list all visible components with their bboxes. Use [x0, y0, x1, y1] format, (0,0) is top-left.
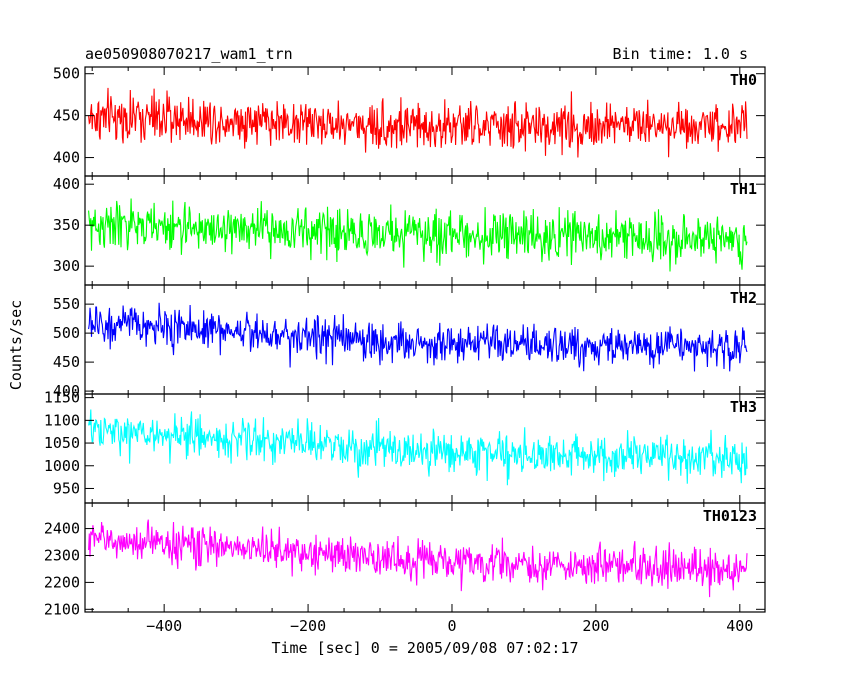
y-tick-label: 950	[53, 479, 80, 497]
x-axis-label: Time [sec] 0 = 2005/09/08 07:02:17	[271, 639, 579, 657]
series-line-th2	[88, 302, 748, 372]
x-tick-label: −400	[146, 617, 182, 635]
y-axis-label: Counts/sec	[7, 299, 25, 391]
y-tick-label: 300	[53, 257, 80, 275]
series-line-th0	[88, 87, 748, 158]
y-tick-label: 400	[53, 149, 80, 167]
y-tick-label: 2300	[44, 546, 80, 564]
panel-label-th0: TH0	[730, 71, 757, 89]
y-tick-label: 450	[53, 107, 80, 125]
series-line-th0123	[88, 519, 748, 598]
y-tick-label: 1000	[44, 457, 80, 475]
y-tick-label: 550	[53, 295, 80, 313]
panel-label-th2: TH2	[730, 289, 757, 307]
x-tick-label: 400	[726, 617, 753, 635]
bin-time-label: Bin time: 1.0 s	[612, 45, 748, 63]
y-tick-label: 1150	[44, 389, 80, 407]
x-tick-label: −200	[290, 617, 326, 635]
series-line-th1	[88, 198, 748, 272]
panel-label-th0123: TH0123	[703, 507, 757, 525]
y-tick-label: 2400	[44, 520, 80, 538]
y-tick-label: 500	[53, 65, 80, 83]
panel-label-th3: TH3	[730, 398, 757, 416]
y-tick-label: 2200	[44, 573, 80, 591]
plot-title: ae050908070217_wam1_trn	[85, 45, 293, 63]
y-tick-label: 350	[53, 216, 80, 234]
y-tick-label: 450	[53, 353, 80, 371]
y-tick-label: 400	[53, 175, 80, 193]
y-tick-label: 2100	[44, 600, 80, 618]
y-tick-label: 1050	[44, 434, 80, 452]
y-tick-label: 1100	[44, 411, 80, 429]
panel-frame-th0123	[84, 502, 766, 613]
y-tick-label: 400	[53, 382, 80, 400]
panel-label-th1: TH1	[730, 180, 757, 198]
y-tick-label: 500	[53, 324, 80, 342]
series-line-th3	[88, 409, 748, 486]
x-tick-label: 0	[447, 617, 456, 635]
x-tick-label: 200	[582, 617, 609, 635]
